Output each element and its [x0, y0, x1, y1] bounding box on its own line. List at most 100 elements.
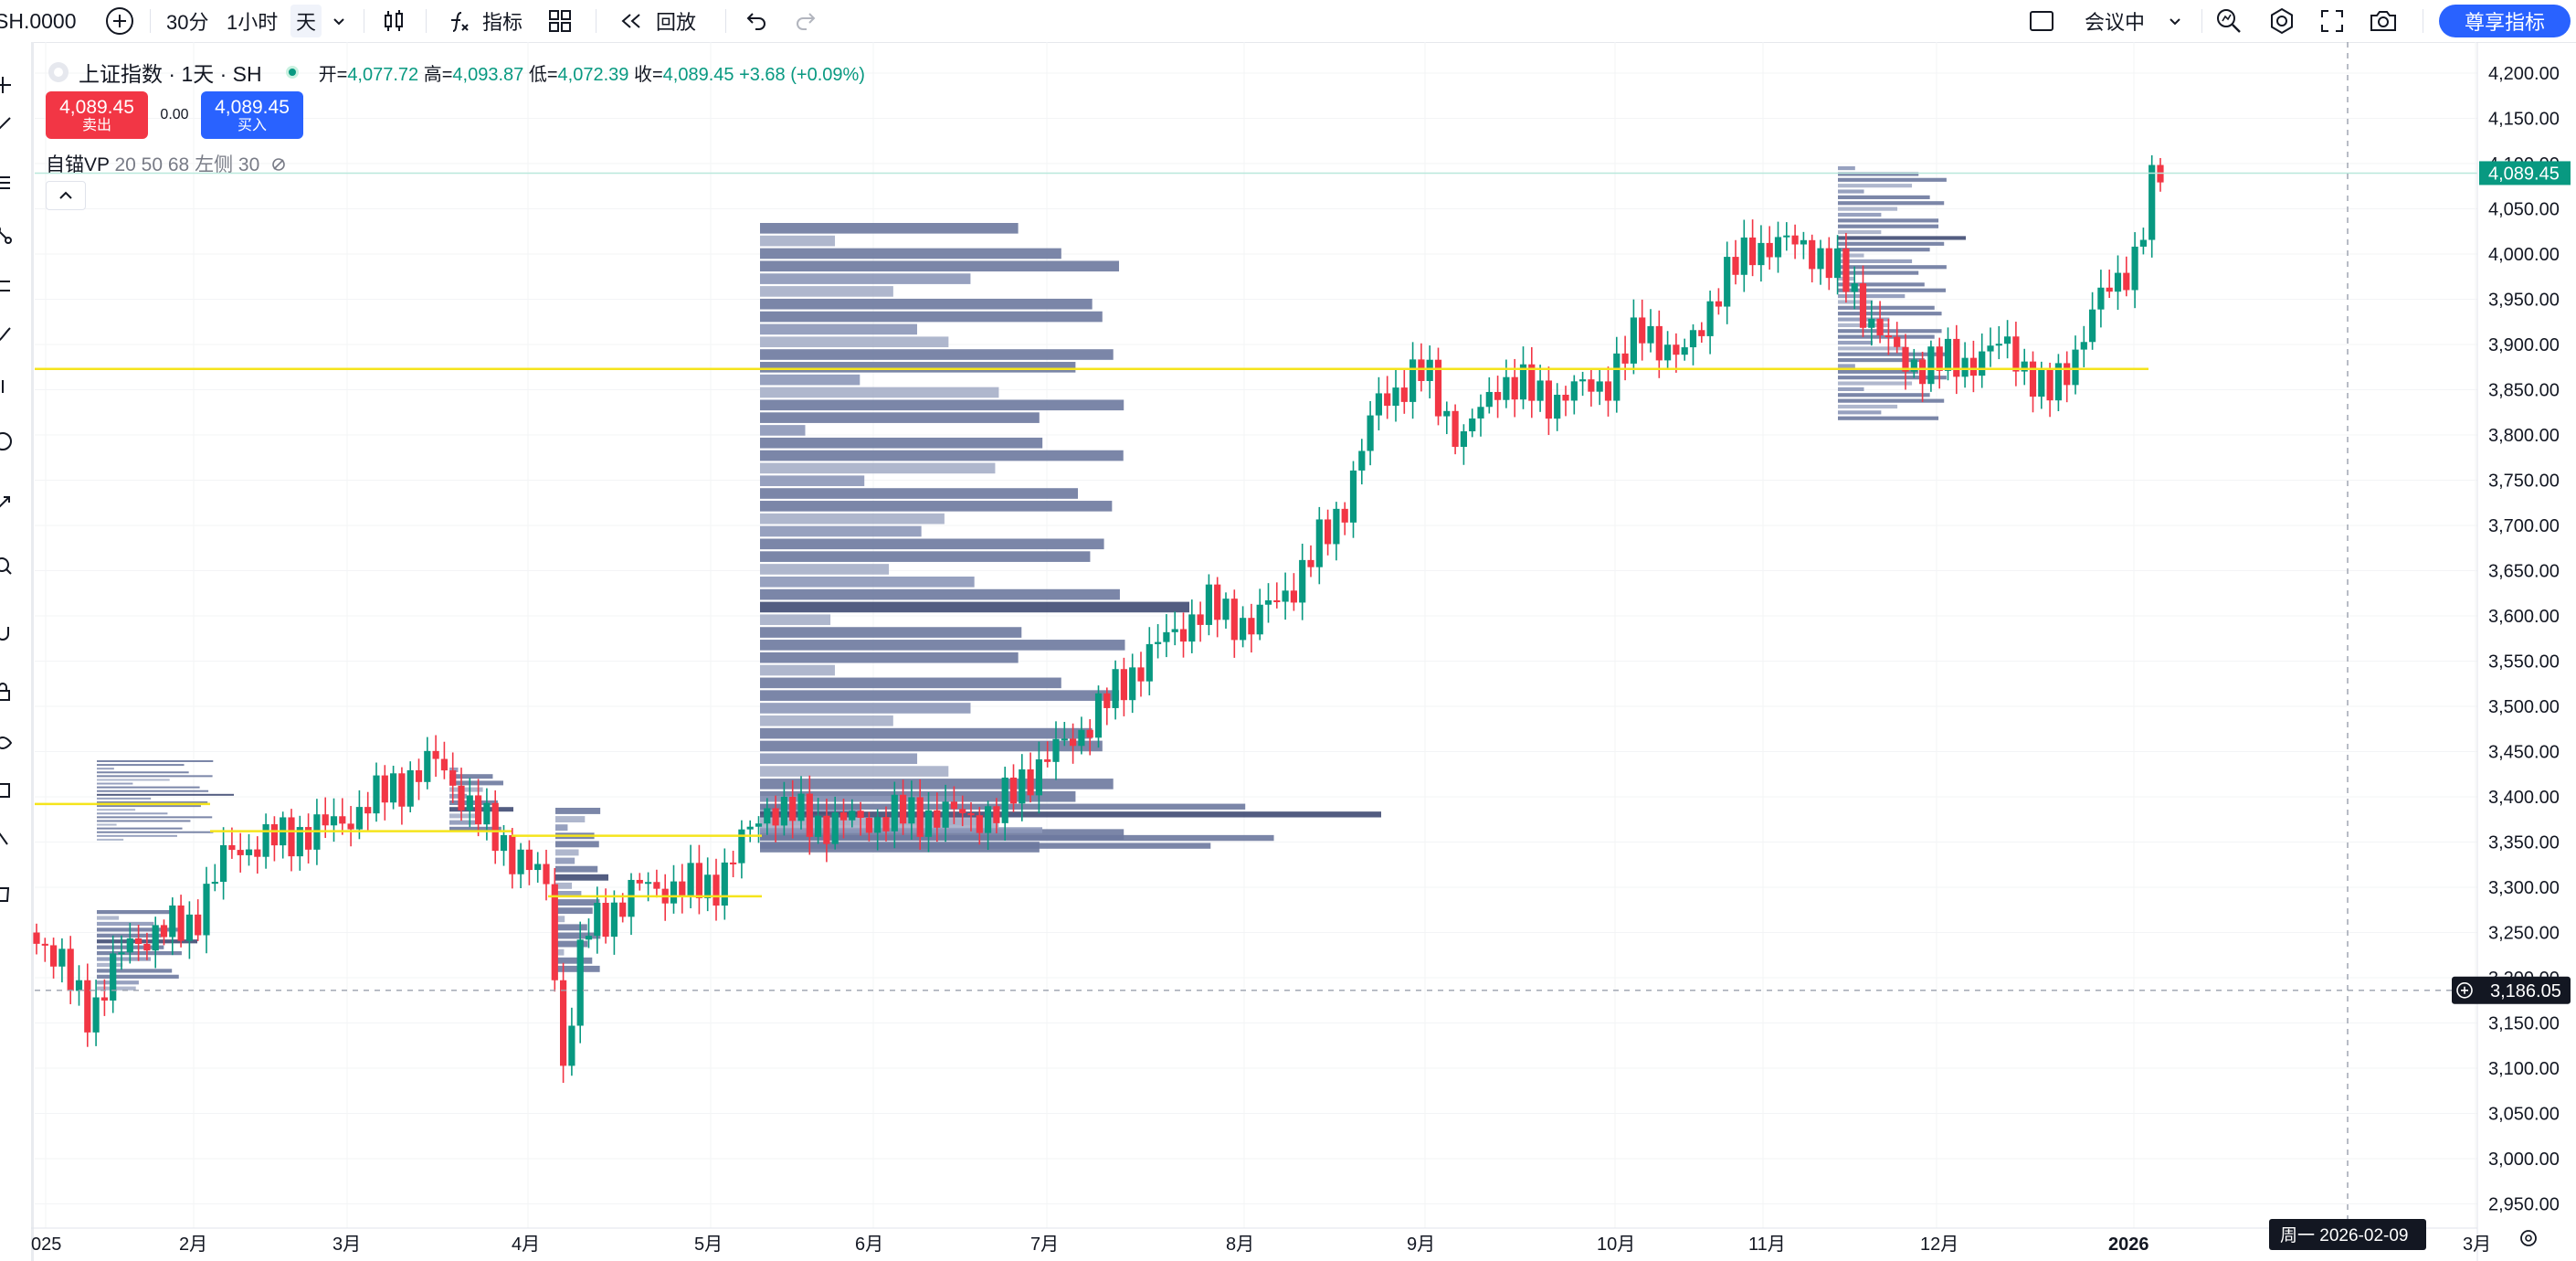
settings-icon[interactable] [2267, 0, 2296, 42]
chart-grid [35, 42, 2477, 1228]
measure-tool-icon[interactable] [0, 493, 13, 514]
price-tick-label: 3,000.00 [2488, 1150, 2560, 1170]
session-dropdown-icon[interactable] [2167, 0, 2183, 42]
time-tick-label: 2026 [2108, 1235, 2149, 1255]
buy-button[interactable]: 4,089.45 买入 [201, 91, 303, 139]
axis-settings-icon[interactable] [2520, 1230, 2537, 1246]
time-tick-label: 9月 [1407, 1235, 1435, 1255]
delete-tool-icon[interactable] [0, 883, 13, 903]
zoom-tool-icon[interactable] [0, 556, 13, 576]
fullscreen-layout-icon[interactable] [2028, 0, 2055, 42]
crosshair-tool-icon[interactable] [0, 75, 13, 95]
projection-tool-icon[interactable] [0, 276, 13, 296]
magnet-tool-icon[interactable] [0, 623, 13, 643]
time-tick-label: 6月 [855, 1235, 883, 1255]
indicators-icon[interactable] [446, 0, 473, 42]
price-axis[interactable]: 4,200.004,150.004,100.004,050.004,000.00… [2452, 42, 2571, 1261]
ohlc-values: 开=4,077.72 高=4,093.87 低=4,072.39 收=4,089… [318, 64, 865, 85]
time-tick-label: 8月 [1226, 1235, 1254, 1255]
hide-tool-icon[interactable] [0, 733, 13, 753]
trade-buttons: 4,089.45 卖出 0.00 4,089.45 买入 [46, 91, 303, 139]
price-tick-label: 3,850.00 [2488, 381, 2560, 401]
price-tick-label: 3,100.00 [2488, 1059, 2560, 1079]
trend-line-tool-icon[interactable] [0, 115, 13, 135]
interval-1d[interactable]: 天 [290, 5, 322, 37]
price-tick-label: 3,700.00 [2488, 516, 2560, 536]
time-tick-label: 5月 [694, 1235, 723, 1255]
time-tick-label: 11月 [1748, 1235, 1786, 1255]
time-axis[interactable]: 025 2月 3月 4月 5月 6月 7月 8月 9月 10月 11月 12月 2026 3月 周一 202… [31, 1219, 2537, 1255]
time-tick-label: 025 [31, 1235, 61, 1255]
candle-type-icon[interactable] [380, 0, 407, 42]
indicator-params: 20 50 68 左侧 30 [114, 154, 260, 175]
price-tick-label: 3,800.00 [2488, 426, 2560, 446]
indicators-button[interactable]: 指标 [482, 11, 523, 34]
emoji-tool-icon[interactable] [0, 431, 13, 451]
drawing-toolbar [0, 42, 34, 1261]
low-value: 4,072.39 [557, 64, 629, 85]
interval-dropdown-icon[interactable] [331, 0, 347, 42]
symbol-logo-icon [48, 62, 69, 82]
time-tick-label: 3月 [2463, 1235, 2491, 1255]
collapse-legend-button[interactable] [46, 181, 86, 210]
time-tick-label: 2月 [179, 1235, 207, 1255]
price-tick-label: 4,050.00 [2488, 200, 2560, 220]
price-tick-label: 3,400.00 [2488, 788, 2560, 808]
price-tick-label: 3,300.00 [2488, 878, 2560, 898]
time-tick-label: 10月 [1597, 1235, 1635, 1255]
time-tick-label: 3月 [333, 1235, 361, 1255]
add-alert-icon [2456, 982, 2473, 999]
last-price-tag-bg [2479, 161, 2571, 185]
add-symbol-icon[interactable] [104, 0, 135, 42]
premium-indicators-button[interactable]: 尊享指标 [2439, 5, 2571, 37]
spread-value: 0.00 [160, 107, 189, 122]
top-toolbar: SH.0000 30分 1小时 天 指标 回放 会议中 [0, 0, 2576, 43]
symbol-title[interactable]: 上证指数 · 1天 · SH [79, 62, 262, 86]
brush-tool-icon[interactable] [0, 325, 13, 345]
price-tick-label: 3,550.00 [2488, 652, 2560, 673]
time-tick-label: 7月 [1030, 1235, 1059, 1255]
undo-icon[interactable] [742, 0, 769, 42]
chart-legend: 上证指数 · 1天 · SH 开=4,077.72 高=4,093.87 低=4… [48, 57, 865, 88]
indicator-legend[interactable]: 自锚VP 20 50 68 左侧 30 [46, 150, 287, 177]
last-price-label: 4,089.45 [2488, 164, 2560, 184]
fullscreen-icon[interactable] [2318, 0, 2346, 42]
candlestick-series [33, 154, 2164, 1083]
lock-tool-icon[interactable] [0, 682, 13, 702]
price-tick-label: 3,350.00 [2488, 833, 2560, 853]
text-tool-icon[interactable] [0, 376, 13, 397]
sell-button[interactable]: 4,089.45 卖出 [46, 91, 148, 139]
crosshair-date-label: 周一 2026-02-09 [2280, 1226, 2408, 1245]
interval-30m[interactable]: 30分 [166, 11, 209, 34]
objects-tree-icon[interactable] [0, 780, 13, 800]
price-tick-label: 3,050.00 [2488, 1105, 2560, 1125]
templates-icon[interactable] [546, 0, 574, 42]
replay-button[interactable]: 回放 [656, 11, 697, 34]
pattern-tool-icon[interactable] [0, 225, 13, 245]
price-tick-label: 3,450.00 [2488, 743, 2560, 763]
interval-1h[interactable]: 1小时 [227, 11, 279, 34]
favorites-tool-icon[interactable] [0, 828, 13, 848]
crosshair-price-label: 3,186.05 [2490, 981, 2561, 1001]
price-tick-label: 3,650.00 [2488, 562, 2560, 582]
price-tick-label: 2,950.00 [2488, 1195, 2560, 1215]
price-tick-label: 4,200.00 [2488, 64, 2560, 84]
indicator-name: 自锚VP [46, 154, 110, 175]
price-tick-label: 3,500.00 [2488, 697, 2560, 717]
price-tick-label: 3,900.00 [2488, 335, 2560, 355]
price-tick-label: 3,250.00 [2488, 924, 2560, 944]
price-tick-label: 4,150.00 [2488, 110, 2560, 130]
time-tick-label: 4月 [512, 1235, 540, 1255]
symbol-label[interactable]: SH.0000 [0, 8, 77, 33]
screenshot-icon[interactable] [2368, 0, 2399, 42]
price-tick-label: 4,000.00 [2488, 245, 2560, 265]
crosshair-date-tag-bg [2269, 1219, 2426, 1250]
price-chart[interactable]: 4,200.004,150.004,100.004,050.004,000.00… [0, 42, 2576, 1261]
replay-icon[interactable] [618, 0, 645, 42]
redo-icon[interactable] [793, 0, 820, 42]
indicator-hidden-icon[interactable] [270, 156, 287, 173]
session-select[interactable]: 会议中 [2085, 11, 2146, 34]
fib-tool-icon[interactable] [0, 174, 13, 194]
price-tick-label: 3,750.00 [2488, 472, 2560, 492]
quick-search-icon[interactable] [2214, 0, 2243, 42]
